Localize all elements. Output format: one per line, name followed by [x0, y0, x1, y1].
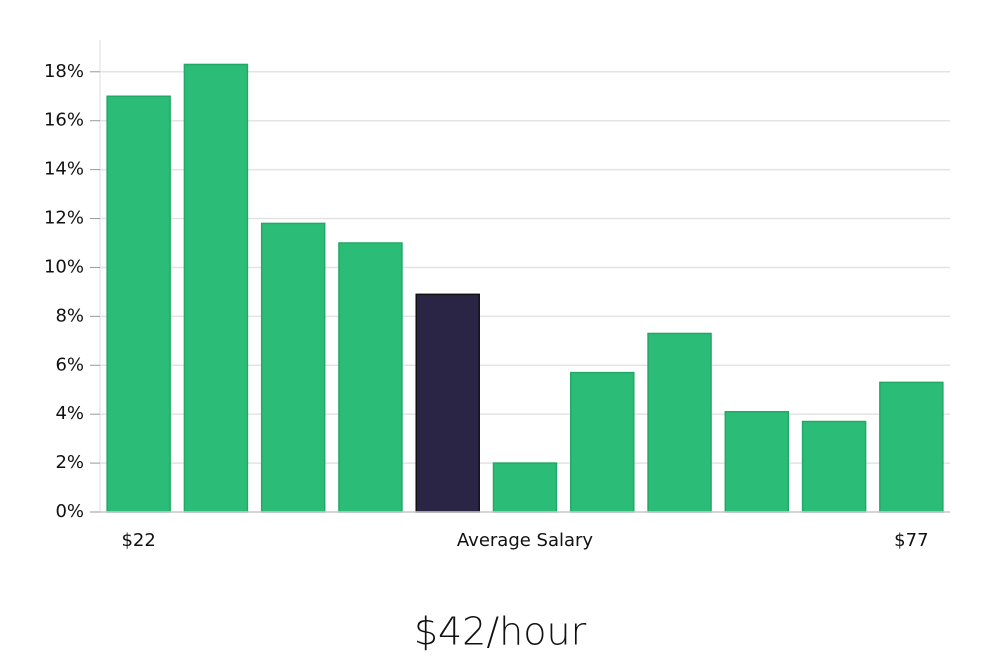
bar — [183, 63, 249, 513]
y-tick-label: 14% — [44, 159, 84, 180]
bar — [647, 332, 712, 513]
bar — [724, 410, 790, 513]
bar — [415, 293, 480, 513]
y-tick-label: 8% — [55, 305, 84, 326]
y-tick-label: 16% — [44, 110, 84, 131]
x-tick-label: $22 — [121, 530, 155, 551]
bar — [260, 222, 326, 513]
y-tick-label: 18% — [44, 61, 84, 82]
x-axis-label: Average Salary — [457, 530, 594, 551]
y-tick-label: 2% — [55, 452, 84, 473]
x-tick-label: $77 — [894, 530, 928, 551]
bar — [492, 462, 558, 513]
y-tick-label: 6% — [55, 354, 84, 375]
y-tick-label: 0% — [55, 501, 84, 522]
bar — [801, 420, 867, 513]
y-tick-label: 4% — [55, 403, 84, 424]
y-tick-label: 12% — [44, 208, 84, 229]
bar — [338, 242, 403, 513]
chart-subtitle: $42/hour — [414, 610, 587, 654]
bar — [106, 95, 171, 513]
bar — [879, 381, 944, 513]
y-tick-label: 10% — [44, 256, 84, 277]
bar — [570, 371, 635, 513]
